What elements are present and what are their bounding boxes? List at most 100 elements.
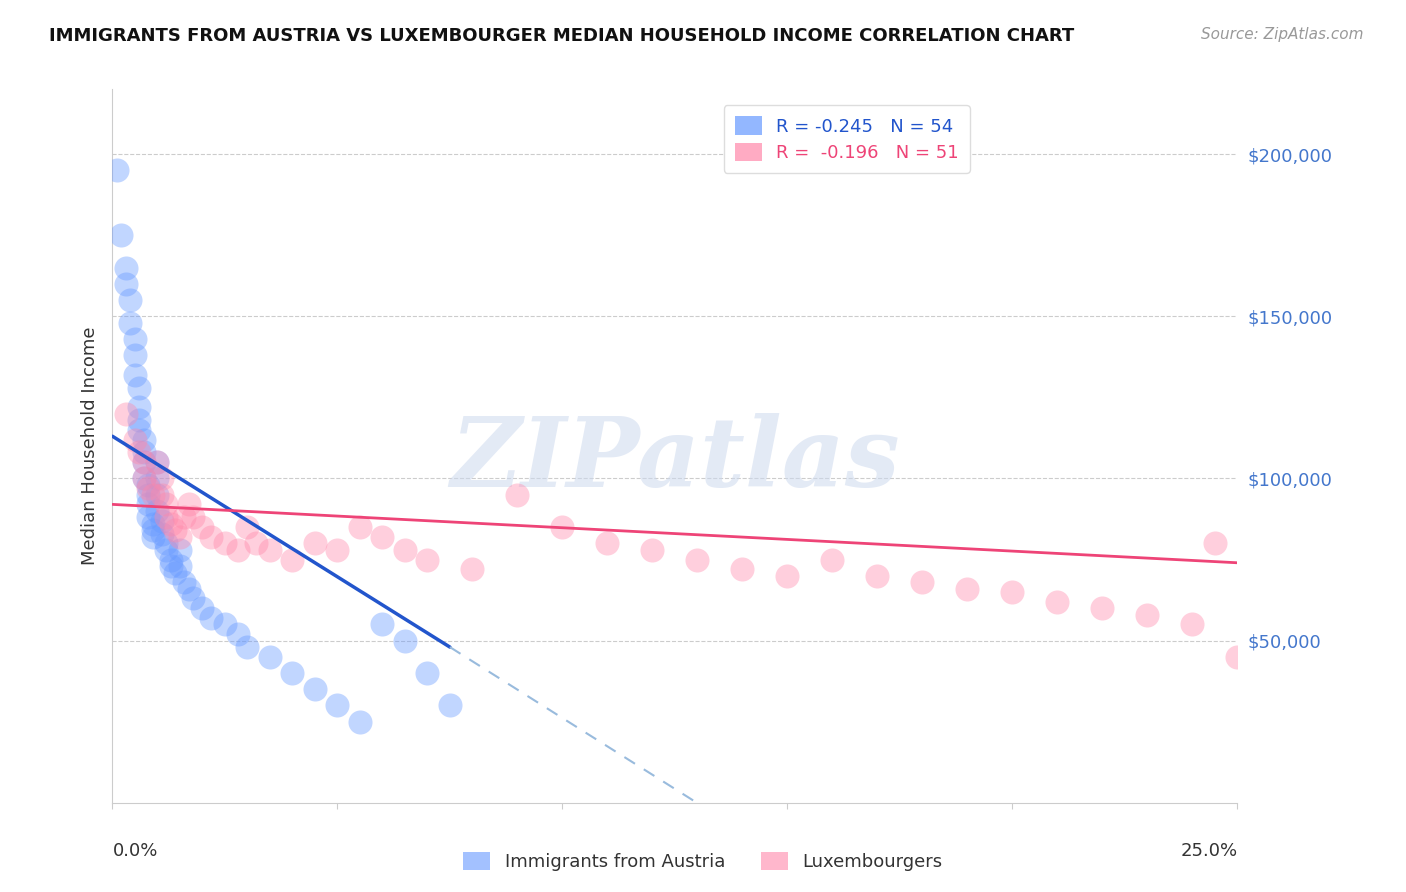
Point — [394, 633, 416, 648]
Point — [191, 601, 214, 615]
Point — [138, 478, 160, 492]
Point — [128, 445, 150, 459]
Point — [155, 536, 177, 550]
Point — [132, 455, 155, 469]
Point — [461, 562, 484, 576]
Point — [138, 481, 160, 495]
Point — [371, 617, 394, 632]
Point — [124, 433, 146, 447]
Point — [506, 488, 529, 502]
Point — [160, 516, 183, 531]
Point — [150, 471, 173, 485]
Point — [155, 510, 177, 524]
Point — [200, 611, 222, 625]
Point — [259, 542, 281, 557]
Point — [866, 568, 889, 582]
Point — [304, 682, 326, 697]
Point — [115, 407, 138, 421]
Point — [259, 649, 281, 664]
Point — [183, 510, 205, 524]
Point — [146, 504, 169, 518]
Point — [146, 488, 169, 502]
Y-axis label: Median Household Income: Median Household Income — [80, 326, 98, 566]
Point — [142, 516, 165, 531]
Point — [138, 510, 160, 524]
Point — [169, 542, 191, 557]
Point — [146, 455, 169, 469]
Point — [120, 293, 142, 307]
Point — [105, 163, 128, 178]
Text: 0.0%: 0.0% — [112, 842, 157, 860]
Point — [214, 617, 236, 632]
Legend: Immigrants from Austria, Luxembourgers: Immigrants from Austria, Luxembourgers — [456, 845, 950, 879]
Point — [177, 582, 200, 596]
Point — [124, 368, 146, 382]
Point — [110, 228, 132, 243]
Text: ZIPatlas: ZIPatlas — [450, 413, 900, 508]
Point — [326, 698, 349, 713]
Point — [183, 591, 205, 606]
Point — [150, 526, 173, 541]
Point — [371, 530, 394, 544]
Point — [245, 536, 267, 550]
Point — [120, 316, 142, 330]
Point — [132, 445, 155, 459]
Point — [138, 488, 160, 502]
Point — [1136, 607, 1159, 622]
Point — [349, 714, 371, 729]
Point — [169, 530, 191, 544]
Point — [641, 542, 664, 557]
Point — [394, 542, 416, 557]
Point — [128, 400, 150, 414]
Point — [281, 552, 304, 566]
Text: Source: ZipAtlas.com: Source: ZipAtlas.com — [1201, 27, 1364, 42]
Point — [124, 332, 146, 346]
Text: IMMIGRANTS FROM AUSTRIA VS LUXEMBOURGER MEDIAN HOUSEHOLD INCOME CORRELATION CHAR: IMMIGRANTS FROM AUSTRIA VS LUXEMBOURGER … — [49, 27, 1074, 45]
Point — [173, 510, 195, 524]
Point — [115, 277, 138, 291]
Point — [177, 497, 200, 511]
Point — [236, 520, 259, 534]
Point — [439, 698, 461, 713]
Point — [304, 536, 326, 550]
Point — [138, 497, 160, 511]
Point — [191, 520, 214, 534]
Point — [551, 520, 574, 534]
Point — [228, 542, 250, 557]
Point — [416, 666, 439, 681]
Point — [142, 524, 165, 538]
Point — [160, 559, 183, 574]
Point — [349, 520, 371, 534]
Point — [128, 423, 150, 437]
Point — [1046, 595, 1069, 609]
Point — [146, 471, 169, 485]
Point — [326, 542, 349, 557]
Point — [128, 413, 150, 427]
Point — [132, 471, 155, 485]
Point — [911, 575, 934, 590]
Point — [228, 627, 250, 641]
Point — [596, 536, 619, 550]
Point — [416, 552, 439, 566]
Point — [281, 666, 304, 681]
Point — [165, 524, 187, 538]
Point — [686, 552, 709, 566]
Point — [214, 536, 236, 550]
Point — [124, 348, 146, 362]
Point — [173, 575, 195, 590]
Point — [169, 559, 191, 574]
Point — [132, 471, 155, 485]
Point — [200, 530, 222, 544]
Point — [155, 497, 177, 511]
Point — [142, 530, 165, 544]
Point — [1091, 601, 1114, 615]
Point — [956, 582, 979, 596]
Legend: R = -0.245   N = 54, R =  -0.196   N = 51: R = -0.245 N = 54, R = -0.196 N = 51 — [724, 105, 970, 173]
Point — [132, 455, 155, 469]
Point — [150, 488, 173, 502]
Point — [1204, 536, 1226, 550]
Point — [128, 381, 150, 395]
Point — [165, 566, 187, 580]
Point — [731, 562, 754, 576]
Point — [142, 488, 165, 502]
